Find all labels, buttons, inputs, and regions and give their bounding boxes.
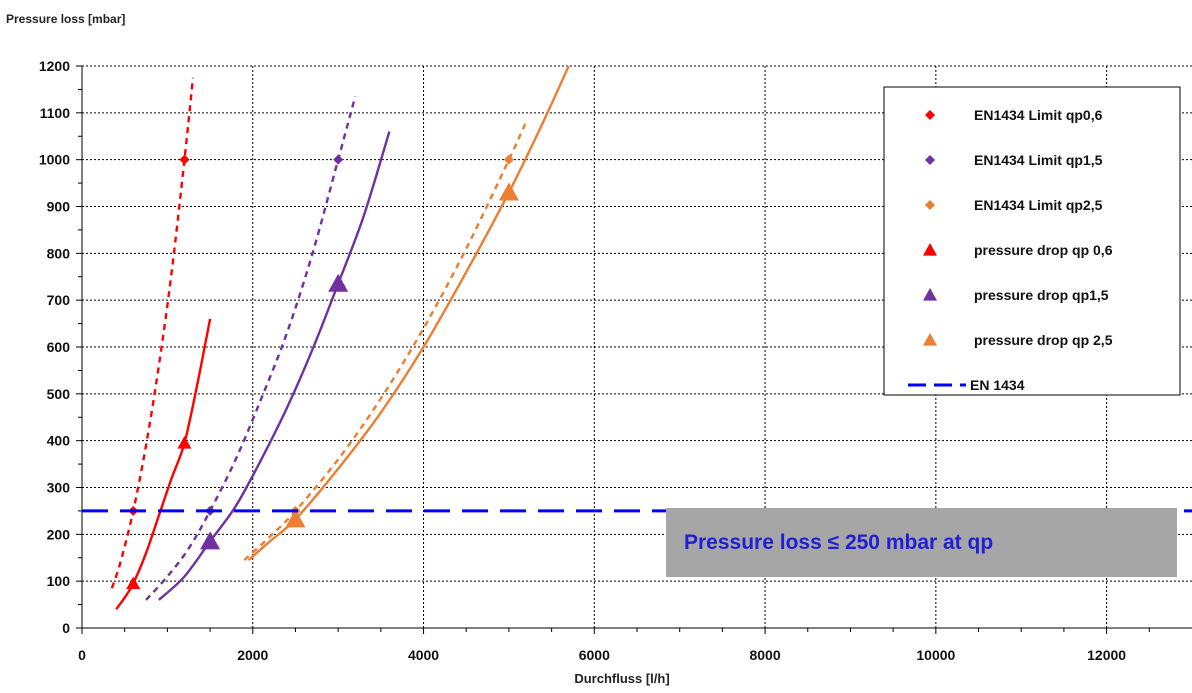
y-tick-label: 300 — [47, 480, 71, 496]
legend-label: pressure drop qp 2,5 — [974, 332, 1113, 348]
legend-box — [883, 86, 1181, 396]
triangle-marker — [328, 273, 349, 292]
x-tick-label: 8000 — [749, 647, 780, 663]
x-tick-label: 10000 — [916, 647, 955, 663]
series-5 — [247, 65, 570, 561]
y-tick-label: 400 — [47, 433, 71, 449]
triangle-marker — [200, 531, 221, 550]
legend-label: EN 1434 — [970, 377, 1025, 393]
legend-label: EN1434 Limit qp1,5 — [974, 152, 1103, 168]
y-tick-label: 600 — [47, 339, 71, 355]
legend-label: EN1434 Limit qp0,6 — [974, 107, 1103, 123]
triangle-marker — [126, 576, 141, 590]
legend-swatch — [923, 288, 937, 301]
series-1 — [145, 96, 357, 601]
legend-label: pressure drop qp 0,6 — [974, 242, 1113, 258]
y-axis-title: Pressure loss [mbar] — [6, 12, 126, 26]
y-tick-label: 0 — [62, 620, 70, 636]
annotation-text: Pressure loss ≤ 250 mbar at qp — [684, 530, 994, 554]
triangle-marker — [285, 509, 306, 528]
legend-swatch — [925, 200, 935, 210]
series-2 — [243, 121, 528, 561]
y-tick-label: 500 — [47, 386, 71, 402]
diamond-marker — [179, 154, 190, 165]
series-line — [145, 96, 357, 601]
series-line — [247, 65, 570, 561]
axes: 0 100 200 300 400 500 600 700 800 900 1000 1100 1200… — [39, 58, 1192, 663]
series-4 — [158, 131, 391, 601]
series-3 — [115, 318, 212, 610]
y-tick-label: 1100 — [40, 105, 71, 121]
y-tick-label: 200 — [47, 526, 71, 542]
x-tick-label: 4000 — [408, 647, 439, 663]
diamond-marker — [503, 154, 514, 165]
legend-swatch — [925, 155, 935, 165]
series-line — [115, 318, 212, 610]
legend-swatch — [923, 333, 937, 346]
diamond-marker — [333, 154, 344, 165]
y-tick-label: 1000 — [39, 152, 70, 168]
x-tick-label: 6000 — [579, 647, 610, 663]
legend-label: EN1434 Limit qp2,5 — [974, 197, 1103, 213]
y-tick-label: 700 — [47, 292, 71, 308]
y-tick-label: 100 — [47, 573, 71, 589]
legend-swatch — [923, 243, 937, 256]
legend-swatch — [925, 110, 935, 120]
legend-label: pressure drop qp1,5 — [974, 287, 1109, 303]
triangle-marker — [498, 182, 519, 201]
x-tick-label: 0 — [78, 647, 86, 663]
x-tick-label: 12000 — [1087, 647, 1126, 663]
y-tick-label: 900 — [47, 199, 71, 215]
y-tick-label: 800 — [47, 245, 71, 261]
triangle-marker — [177, 436, 192, 449]
y-tick-label: 1200 — [39, 58, 70, 74]
series-line — [243, 121, 528, 561]
series-line — [158, 131, 391, 601]
annotation-box: Pressure loss ≤ 250 mbar at qp — [666, 508, 1177, 577]
x-tick-label: 2000 — [237, 647, 268, 663]
legend: EN1434 Limit qp0,6 EN1434 Limit qp1,5 EN14… — [883, 86, 1181, 396]
